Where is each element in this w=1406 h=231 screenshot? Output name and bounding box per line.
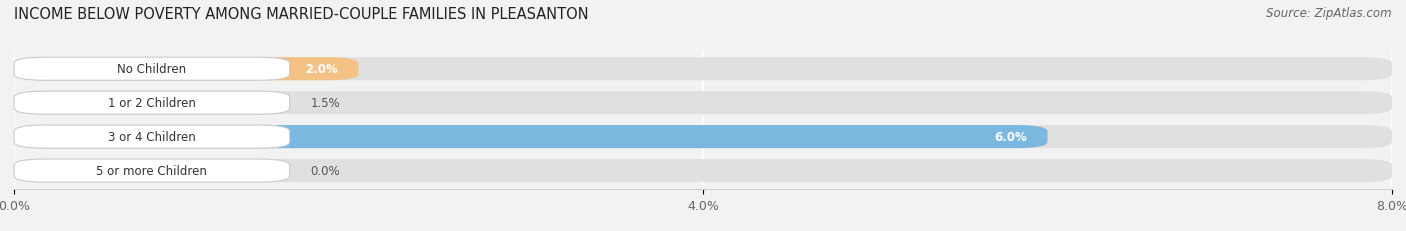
FancyBboxPatch shape xyxy=(14,159,1392,182)
FancyBboxPatch shape xyxy=(14,58,290,81)
FancyBboxPatch shape xyxy=(14,58,1392,81)
Text: 1.5%: 1.5% xyxy=(311,97,340,110)
Text: 0.0%: 0.0% xyxy=(311,164,340,177)
FancyBboxPatch shape xyxy=(14,92,1392,115)
Text: 2.0%: 2.0% xyxy=(305,63,337,76)
Text: Source: ZipAtlas.com: Source: ZipAtlas.com xyxy=(1267,7,1392,20)
FancyBboxPatch shape xyxy=(14,125,1392,149)
FancyBboxPatch shape xyxy=(14,125,290,149)
FancyBboxPatch shape xyxy=(14,159,290,182)
Text: 1 or 2 Children: 1 or 2 Children xyxy=(108,97,195,110)
FancyBboxPatch shape xyxy=(14,92,273,115)
Text: 3 or 4 Children: 3 or 4 Children xyxy=(108,131,195,143)
Text: INCOME BELOW POVERTY AMONG MARRIED-COUPLE FAMILIES IN PLEASANTON: INCOME BELOW POVERTY AMONG MARRIED-COUPL… xyxy=(14,7,589,22)
Text: No Children: No Children xyxy=(117,63,187,76)
Text: 5 or more Children: 5 or more Children xyxy=(97,164,207,177)
FancyBboxPatch shape xyxy=(14,58,359,81)
FancyBboxPatch shape xyxy=(14,125,1047,149)
Text: 6.0%: 6.0% xyxy=(994,131,1026,143)
FancyBboxPatch shape xyxy=(14,92,290,115)
